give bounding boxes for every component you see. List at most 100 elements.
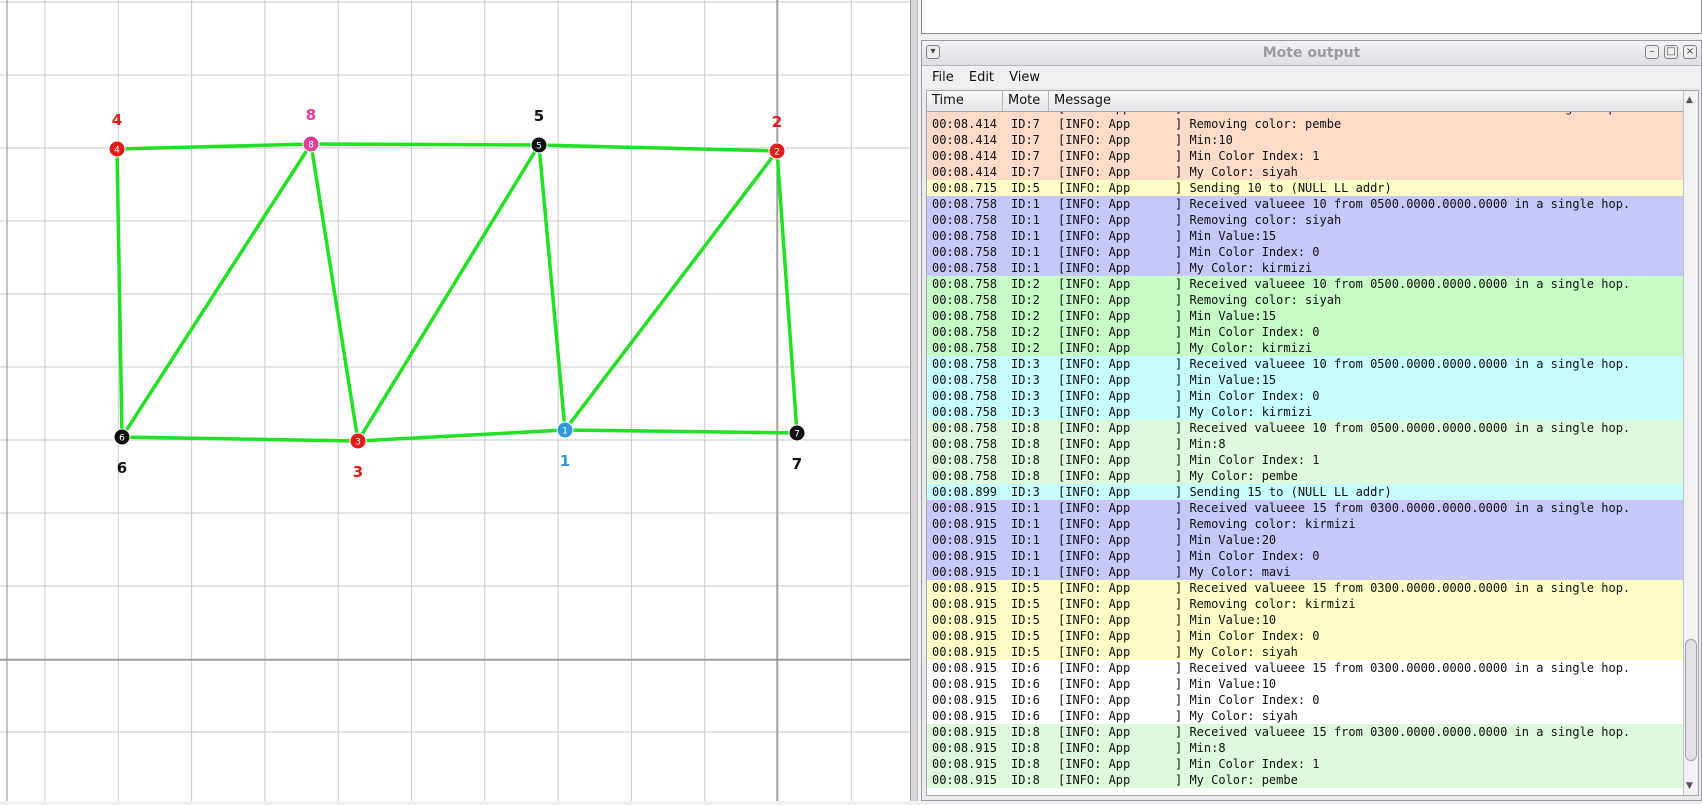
- mote-node-5[interactable]: 55: [531, 107, 547, 153]
- log-message: ] My Color: kirmizi: [1175, 260, 1312, 276]
- menu-view[interactable]: View: [1009, 67, 1040, 89]
- log-row[interactable]: 00:08.915 ID:5 [INFO: App] Min Color Index…: [927, 628, 1683, 644]
- log-time: 00:08.915: [932, 516, 997, 532]
- log-time: 00:08.715: [932, 180, 997, 196]
- log-row[interactable]: 00:08.758 ID:2 [INFO: App] Min Color Index…: [927, 324, 1683, 340]
- log-mote: ID:1: [1011, 228, 1040, 244]
- log-mote: ID:2: [1011, 324, 1040, 340]
- log-row[interactable]: 00:08.915 ID:5 [INFO: App] Min Value:10: [927, 612, 1683, 628]
- log-message: ] Min Value:10: [1175, 676, 1276, 692]
- log-level: [INFO: App: [1058, 388, 1130, 404]
- log-row[interactable]: 00:08.758 ID:1 [INFO: App] Min Value:15: [927, 228, 1683, 244]
- mote-node-6[interactable]: 66: [114, 429, 130, 477]
- log-row[interactable]: 00:08.414 ID:7 [INFO: App] My Color: siyah: [927, 164, 1683, 180]
- log-row[interactable]: 00:08.758 ID:1 [INFO: App] Removing color:…: [927, 212, 1683, 228]
- log-row[interactable]: 00:08.915 ID:1 [INFO: App] Received valuee…: [927, 500, 1683, 516]
- split-divider[interactable]: [910, 0, 918, 801]
- log-row[interactable]: 00:08.915 ID:5 [INFO: App] My Color: siyah: [927, 644, 1683, 660]
- log-row[interactable]: 00:08.414 ID:7 [INFO: App] Min:10: [927, 132, 1683, 148]
- log-level: [INFO: App: [1058, 132, 1130, 148]
- mote-node-8[interactable]: 88: [303, 106, 319, 152]
- log-row[interactable]: 00:08.915 ID:6 [INFO: App] Min Value:10: [927, 676, 1683, 692]
- log-level: [INFO: App: [1058, 724, 1130, 740]
- scrollbar-thumb[interactable]: [1685, 639, 1697, 761]
- mote-node-4[interactable]: 44: [109, 111, 125, 157]
- mote-output-titlebar[interactable]: ▾ Mote output – □ ×: [922, 41, 1701, 66]
- mote-node-1[interactable]: 11: [557, 422, 573, 470]
- log-mote: ID:8: [1011, 724, 1040, 740]
- log-row[interactable]: 00:08.758 ID:8 [INFO: App] Received valuee…: [927, 420, 1683, 436]
- log-row[interactable]: 00:08.915 ID:8 [INFO: App] My Color: pembe: [927, 772, 1683, 788]
- log-row[interactable]: 00:08.414 ID:7 [INFO: App] Removing color:…: [927, 116, 1683, 132]
- log-row[interactable]: 00:08.758 ID:8 [INFO: App] My Color: pembe: [927, 468, 1683, 484]
- log-row[interactable]: 00:08.758 ID:2 [INFO: App] My Color: kirmi…: [927, 340, 1683, 356]
- log-row[interactable]: 00:08.715 ID:5 [INFO: App] Sending 10 to (…: [927, 180, 1683, 196]
- log-time: 00:08.915: [932, 772, 997, 788]
- log-row[interactable]: 00:08.758 ID:8 [INFO: App] Min Color Index…: [927, 452, 1683, 468]
- log-row[interactable]: 00:08.915 ID:6 [INFO: App] Received valuee…: [927, 660, 1683, 676]
- log-message: ] Min Color Index: 0: [1175, 244, 1320, 260]
- mote-node-7[interactable]: 77: [789, 425, 805, 473]
- scroll-down-icon[interactable]: ▼: [1686, 781, 1693, 791]
- column-header-message[interactable]: Message: [1049, 91, 1683, 111]
- log-row[interactable]: 00:08.758 ID:3 [INFO: App] Min Value:15: [927, 372, 1683, 388]
- log-level: [INFO: App: [1058, 484, 1130, 500]
- log-mote: ID:8: [1011, 452, 1040, 468]
- log-row[interactable]: 00:08.899 ID:3 [INFO: App] Sending 15 to (…: [927, 484, 1683, 500]
- log-level: [INFO: App: [1058, 212, 1130, 228]
- log-row[interactable]: 00:08.915 ID:1 [INFO: App] My Color: mavi: [927, 564, 1683, 580]
- log-table[interactable]: 00:08.414 ID:7 [INFO: App] Received valuee…: [926, 90, 1699, 796]
- log-row[interactable]: 00:08.758 ID:2 [INFO: App] Removing color:…: [927, 292, 1683, 308]
- log-time: 00:08.758: [932, 260, 997, 276]
- log-level: [INFO: App: [1058, 708, 1130, 724]
- log-row[interactable]: 00:08.915 ID:8 [INFO: App] Min:8: [927, 740, 1683, 756]
- log-row[interactable]: 00:08.758 ID:1 [INFO: App] Received valuee…: [927, 196, 1683, 212]
- mote-node-3[interactable]: 33: [350, 433, 366, 481]
- log-row[interactable]: 00:08.915 ID:8 [INFO: App] Received valuee…: [927, 724, 1683, 740]
- log-row[interactable]: 00:08.915 ID:8 [INFO: App] Min Color Index…: [927, 756, 1683, 772]
- log-row[interactable]: 00:08.758 ID:3 [INFO: App] My Color: kirmi…: [927, 404, 1683, 420]
- log-level: [INFO: App: [1058, 564, 1130, 580]
- log-level: [INFO: App: [1058, 468, 1130, 484]
- log-message: ] Min Color Index: 0: [1175, 388, 1320, 404]
- log-row[interactable]: 00:08.915 ID:5 [INFO: App] Received valuee…: [927, 580, 1683, 596]
- log-scrollbar[interactable]: ▲ ▼: [1683, 91, 1699, 795]
- log-row[interactable]: 00:08.915 ID:1 [INFO: App] Removing color:…: [927, 516, 1683, 532]
- maximize-icon[interactable]: □: [1664, 45, 1678, 59]
- log-row[interactable]: 00:08.915 ID:5 [INFO: App] Removing color:…: [927, 596, 1683, 612]
- log-message: ] My Color: pembe: [1175, 772, 1298, 788]
- log-row[interactable]: 00:08.915 ID:6 [INFO: App] My Color: siyah: [927, 708, 1683, 724]
- log-mote: ID:5: [1011, 596, 1040, 612]
- log-row[interactable]: 00:08.758 ID:1 [INFO: App] Min Color Index…: [927, 244, 1683, 260]
- log-message: ] Removing color: kirmizi: [1175, 516, 1356, 532]
- log-row[interactable]: 00:08.915 ID:6 [INFO: App] Min Color Index…: [927, 692, 1683, 708]
- log-row[interactable]: 00:08.758 ID:2 [INFO: App] Min Value:15: [927, 308, 1683, 324]
- log-mote: ID:1: [1011, 564, 1040, 580]
- log-row[interactable]: 00:08.915 ID:1 [INFO: App] Min Value:20: [927, 532, 1683, 548]
- minimize-icon[interactable]: –: [1645, 45, 1659, 59]
- log-row[interactable]: 00:08.758 ID:2 [INFO: App] Received valuee…: [927, 276, 1683, 292]
- mote-output-window[interactable]: ▾ Mote output – □ × File Edit View 00:08…: [921, 40, 1702, 801]
- log-time: 00:08.758: [932, 436, 997, 452]
- menu-file[interactable]: File: [932, 67, 954, 89]
- column-header-time[interactable]: Time: [927, 91, 1003, 111]
- column-header-mote[interactable]: Mote: [1003, 91, 1049, 111]
- menu-edit[interactable]: Edit: [969, 67, 994, 89]
- log-table-header: Time Mote Message: [927, 91, 1683, 112]
- log-time: 00:08.915: [932, 548, 997, 564]
- log-message: ] Received valueee 15 from 0300.0000.000…: [1175, 500, 1630, 516]
- log-time: 00:08.915: [932, 612, 997, 628]
- log-row[interactable]: 00:08.758 ID:1 [INFO: App] My Color: kirmi…: [927, 260, 1683, 276]
- log-message: ] My Color: siyah: [1175, 708, 1298, 724]
- log-row[interactable]: 00:08.758 ID:3 [INFO: App] Received valuee…: [927, 356, 1683, 372]
- log-row[interactable]: 00:08.915 ID:1 [INFO: App] Min Color Index…: [927, 548, 1683, 564]
- log-row[interactable]: 00:08.414 ID:7 [INFO: App] Min Color Index…: [927, 148, 1683, 164]
- scroll-up-icon[interactable]: ▲: [1686, 95, 1693, 105]
- close-icon[interactable]: ×: [1683, 45, 1697, 59]
- log-row[interactable]: 00:08.758 ID:8 [INFO: App] Min:8: [927, 436, 1683, 452]
- mote-node-label: 8: [306, 106, 316, 124]
- log-row[interactable]: 00:08.758 ID:3 [INFO: App] Min Color Index…: [927, 388, 1683, 404]
- log-time: 00:08.758: [932, 244, 997, 260]
